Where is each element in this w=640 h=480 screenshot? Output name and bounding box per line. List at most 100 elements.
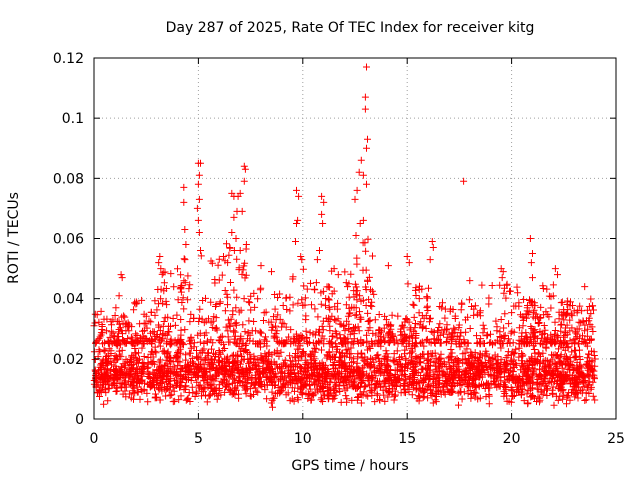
data-point	[298, 348, 306, 356]
data-point	[563, 331, 571, 339]
data-point	[415, 309, 423, 317]
data-point	[509, 339, 517, 347]
data-point	[575, 340, 583, 348]
data-point	[313, 385, 321, 393]
data-point	[194, 371, 202, 379]
data-point	[436, 386, 444, 394]
data-point	[540, 322, 548, 329]
data-point	[451, 315, 459, 322]
data-point	[355, 168, 363, 176]
data-point	[169, 398, 177, 406]
data-point	[501, 358, 508, 366]
data-point	[367, 286, 374, 294]
data-point	[416, 321, 424, 329]
data-point	[551, 327, 559, 334]
data-point	[423, 304, 431, 312]
data-point	[363, 337, 371, 345]
data-point	[568, 324, 576, 332]
data-point	[304, 395, 312, 402]
data-point	[527, 393, 535, 401]
data-point	[397, 325, 405, 333]
data-point	[293, 220, 300, 227]
data-point	[380, 371, 388, 379]
data-point	[291, 362, 299, 370]
data-point	[293, 335, 301, 342]
data-point	[473, 332, 480, 340]
data-point	[419, 365, 427, 373]
data-point	[508, 357, 516, 365]
data-point	[301, 294, 309, 302]
data-point	[570, 388, 578, 396]
data-point	[515, 302, 523, 310]
data-point	[242, 241, 250, 248]
data-point	[573, 309, 581, 317]
data-point	[247, 366, 255, 374]
data-point	[545, 361, 553, 369]
data-point	[263, 373, 271, 381]
data-point	[530, 346, 538, 353]
data-point	[209, 339, 217, 347]
data-point	[543, 386, 550, 394]
data-point	[376, 396, 383, 403]
data-point	[519, 351, 527, 359]
data-point	[381, 382, 389, 390]
data-point	[457, 339, 465, 347]
data-point	[332, 381, 340, 389]
data-point	[133, 332, 141, 339]
data-point	[278, 337, 286, 345]
data-point	[261, 366, 269, 374]
data-point	[202, 391, 209, 399]
data-point	[557, 371, 565, 379]
data-point	[587, 336, 595, 344]
data-point	[301, 360, 309, 368]
data-point	[585, 303, 593, 310]
data-point	[126, 359, 134, 367]
data-point	[488, 282, 496, 289]
data-point	[213, 372, 220, 380]
data-point	[397, 389, 405, 397]
data-point	[238, 352, 246, 360]
data-point	[481, 352, 489, 360]
data-point	[381, 312, 389, 320]
data-point	[326, 353, 334, 361]
data-point	[208, 259, 216, 267]
data-point	[524, 399, 532, 407]
data-point	[247, 306, 255, 314]
data-point	[195, 195, 203, 203]
data-point	[221, 388, 229, 396]
data-point	[215, 255, 223, 263]
data-point	[563, 321, 571, 329]
data-point	[139, 368, 147, 376]
data-point	[374, 377, 381, 385]
data-point	[363, 180, 370, 188]
data-point	[332, 329, 340, 337]
data-point	[169, 315, 177, 322]
data-point	[95, 346, 103, 354]
data-point	[167, 339, 175, 347]
data-point	[329, 332, 337, 340]
data-point	[160, 279, 168, 287]
data-point	[566, 354, 574, 362]
data-point	[439, 372, 447, 380]
data-point	[197, 247, 204, 254]
data-point	[531, 394, 538, 402]
data-point	[238, 368, 246, 376]
data-point	[423, 335, 431, 343]
data-point	[191, 393, 199, 400]
data-point	[188, 383, 196, 391]
data-point	[115, 318, 123, 326]
y-tick-label: 0.04	[53, 292, 84, 308]
data-point	[242, 364, 250, 372]
data-point	[447, 340, 455, 348]
data-point	[145, 317, 153, 325]
data-point	[361, 239, 369, 247]
data-point	[156, 362, 164, 370]
data-point	[536, 360, 544, 368]
data-point	[340, 322, 348, 329]
data-point	[311, 348, 319, 356]
data-point	[445, 358, 453, 366]
data-point	[353, 359, 361, 367]
data-point	[590, 352, 598, 359]
data-point	[127, 360, 135, 368]
data-point	[203, 398, 211, 406]
